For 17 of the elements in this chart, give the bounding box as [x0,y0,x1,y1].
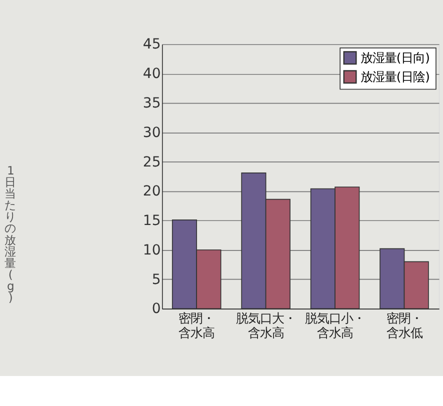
x-tick-label: 密閉・含水高 [178,310,215,340]
x-tick-label: 密閉・含水低 [386,310,422,340]
y-tick-label: 0 [152,301,161,318]
legend-label: 放湿量(日向) [360,50,430,65]
y-tick-label: 40 [142,66,161,82]
text: 1日当たりの放湿量(g) [4,163,17,305]
legend-label: 放湿量(日陰) [360,68,430,84]
y-tick-label: 15 [142,213,161,230]
y-tick-label: 30 [142,124,161,141]
y-tick-label: 25 [142,154,161,170]
y-tick-label: 35 [142,96,161,112]
x-tick-label: 脱気口大・含水高 [236,310,296,340]
y-tick-label: 20 [142,184,161,200]
y-tick-label: 45 [142,36,161,53]
y-tick-label: 5 [152,272,161,288]
y-tick-label: 10 [142,242,161,258]
x-tick-label: 脱気口小・含水高 [305,310,366,340]
